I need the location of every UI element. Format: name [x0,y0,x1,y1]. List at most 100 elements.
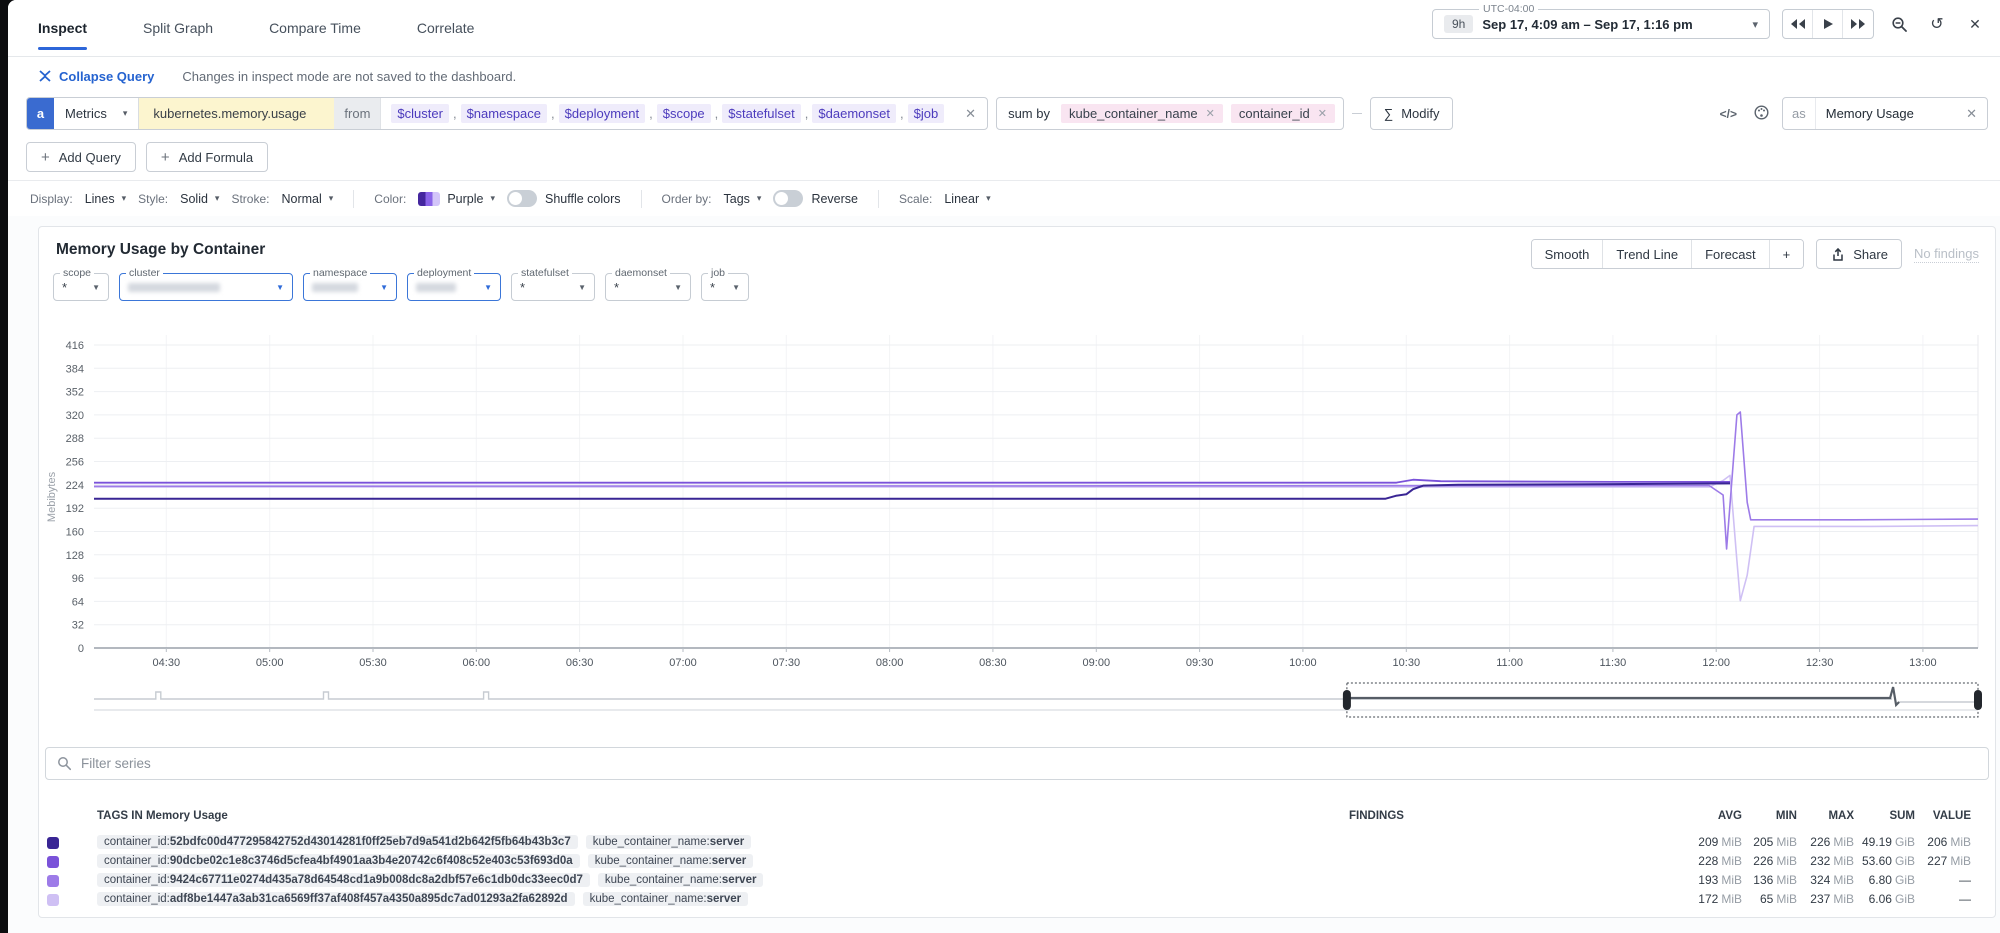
collapse-query-link[interactable]: Collapse Query [38,69,154,84]
timeline-minimap[interactable] [39,679,1995,725]
tag-chip-kube_container_name[interactable]: kube_container_name:server [585,835,752,849]
series-filter-input[interactable] [81,756,1977,771]
svg-text:224: 224 [66,480,84,492]
palette-icon[interactable] [1753,104,1770,124]
tag-chip-container_id[interactable]: container_id:90dcbe02c1e8c3746d5cfea4bf4… [97,854,580,868]
template-variable-token[interactable]: $deployment [558,104,646,123]
stat-header-min[interactable]: MIN [1775,810,1797,822]
comma: , [551,106,555,121]
shuffle-colors-toggle[interactable] [506,190,537,207]
series-line [94,482,1731,500]
clear-filters-icon[interactable]: ✕ [965,105,977,121]
tool-smooth-button[interactable]: Smooth [1531,240,1604,268]
svg-text:0: 0 [78,643,84,655]
data-source-select[interactable]: Metrics ▾ [54,98,140,129]
tab-correlate[interactable]: Correlate [416,20,475,36]
stroke-select[interactable]: Normal ▾ [281,191,334,206]
query-main-group: a Metrics ▾ kubernetes.memory.usage from… [26,97,989,130]
add-analysis-button[interactable]: + [1769,240,1804,268]
stat-header-max[interactable]: MAX [1828,810,1854,822]
modal-panel: Inspect Split Graph Compare Time Correlate … [8,0,2000,933]
from-label: from [334,98,382,129]
comma: , [452,106,457,121]
tag-chip-container_id[interactable]: container_id:52bdfc00d477295842752d43014… [97,835,578,849]
table-row[interactable]: container_id:90dcbe02c1e8c3746d5cfea4bf4… [45,854,1989,873]
scale-select[interactable]: Linear ▾ [944,191,991,206]
template-variable-token[interactable]: $cluster [391,104,449,123]
timeseries-chart[interactable]: 0 32 64 96 128 160 192 224 256 288 320 352 384 416 04:… [39,313,1995,685]
zoom-out-icon [1891,16,1907,32]
display-select[interactable]: Lines ▾ [84,191,127,206]
reverse-toggle[interactable] [773,190,804,207]
filter-select-scope[interactable]: scope * ▼ [53,267,109,301]
svg-text:256: 256 [66,457,84,469]
subheader: Collapse Query Changes in inspect mode a… [38,63,1980,89]
tag-chip-kube_container_name[interactable]: kube_container_name:server [597,873,764,887]
template-variable-token[interactable]: $daemonset [812,104,896,123]
filter-select-deployment[interactable]: deployment ▼ [407,267,501,301]
filter-select-namespace[interactable]: namespace ▼ [303,267,397,301]
share-button[interactable]: Share [1816,239,1902,269]
close-button[interactable]: ✕ [1962,9,1988,39]
close-icon: ✕ [1969,15,1981,32]
filter-select-job[interactable]: job * ▼ [701,267,749,301]
chevron-down-icon: ▾ [121,193,127,203]
group-by-chip[interactable]: kube_container_name ✕ [1060,104,1223,123]
svg-text:160: 160 [66,527,84,539]
remove-group-by-icon[interactable]: ✕ [1205,108,1215,120]
table-row[interactable]: container_id:9424c67711e0274d435a78d6454… [45,873,1989,892]
filter-select-cluster[interactable]: cluster ▼ [119,267,293,301]
redacted-filter-value [128,282,220,292]
modify-button[interactable]: ∑ Modify [1369,97,1454,130]
order-by-select[interactable]: Tags ▾ [723,191,762,206]
query-actions: + Add Query + Add Formula [26,142,269,172]
stat-header-sum[interactable]: SUM [1889,810,1915,822]
series-line [93,411,1979,550]
tag-chip-container_id[interactable]: container_id:adf8be1447a3ab31ca6569ff37a… [97,892,575,906]
tool-trend-line-button[interactable]: Trend Line [1603,240,1693,268]
group-by-chip[interactable]: container_id ✕ [1230,104,1335,123]
series-color-swatch [47,837,59,849]
skip-forward-button[interactable] [1843,10,1873,38]
add-formula-button[interactable]: + Add Formula [145,142,269,172]
remove-group-by-icon[interactable]: ✕ [1317,108,1327,120]
template-variable-token[interactable]: $statefulset [722,104,801,123]
color-select[interactable]: Purple ▾ [418,191,495,206]
clear-alias-icon[interactable]: ✕ [1966,105,1977,121]
skip-back-button[interactable] [1783,10,1813,38]
stat-min: 226 MiB [1753,854,1797,868]
svg-text:06:00: 06:00 [463,657,491,669]
template-variable-token[interactable]: $job [907,104,945,123]
play-button[interactable] [1813,10,1843,38]
tool-forecast-button[interactable]: Forecast [1692,240,1770,268]
tag-chip-kube_container_name[interactable]: kube_container_name:server [582,892,749,906]
tag-chip-container_id[interactable]: container_id:9424c67711e0274d435a78d6454… [97,873,590,887]
filter-select-statefulset[interactable]: statefulset * ▼ [511,267,595,301]
stat-header-avg[interactable]: AVG [1717,810,1742,822]
table-row[interactable]: container_id:52bdfc00d477295842752d43014… [45,835,1989,854]
restore-zoom-button[interactable]: ↺ [1924,9,1950,39]
chevron-down-icon: ▼ [674,282,682,292]
template-variable-token[interactable]: $namespace [460,104,548,123]
time-range-picker[interactable]: UTC-04:00 9h Sep 17, 4:09 am – Sep 17, 1… [1432,3,1770,39]
zoom-out-button[interactable] [1886,9,1912,39]
comma: , [899,106,904,121]
tab-split-graph[interactable]: Split Graph [143,20,214,36]
style-select[interactable]: Solid ▾ [180,191,220,206]
alias-field[interactable]: Memory Usage [1825,106,1914,121]
chart-canvas: 0 32 64 96 128 160 192 224 256 288 320 352 384 416 04:… [46,335,1979,669]
tab-compare-time[interactable]: Compare Time [269,20,361,36]
code-view-icon[interactable]: </> [1719,106,1737,121]
stat-max: 232 MiB [1810,854,1854,868]
redacted-filter-value [312,282,358,292]
tab-inspect[interactable]: Inspect [38,0,88,56]
filter-select-daemonset[interactable]: daemonset * ▼ [605,267,691,301]
template-variable-token[interactable]: $scope [656,104,711,123]
stat-header-value[interactable]: VALUE [1932,810,1971,822]
table-row[interactable]: container_id:adf8be1447a3ab31ca6569ff37a… [45,892,1989,911]
stat-value: — [1959,873,1971,887]
add-query-button[interactable]: + Add Query [26,142,136,172]
tag-chip-kube_container_name[interactable]: kube_container_name:server [587,854,754,868]
chevron-down-icon: ▾ [214,193,220,203]
metric-name-field[interactable]: kubernetes.memory.usage [139,98,335,129]
